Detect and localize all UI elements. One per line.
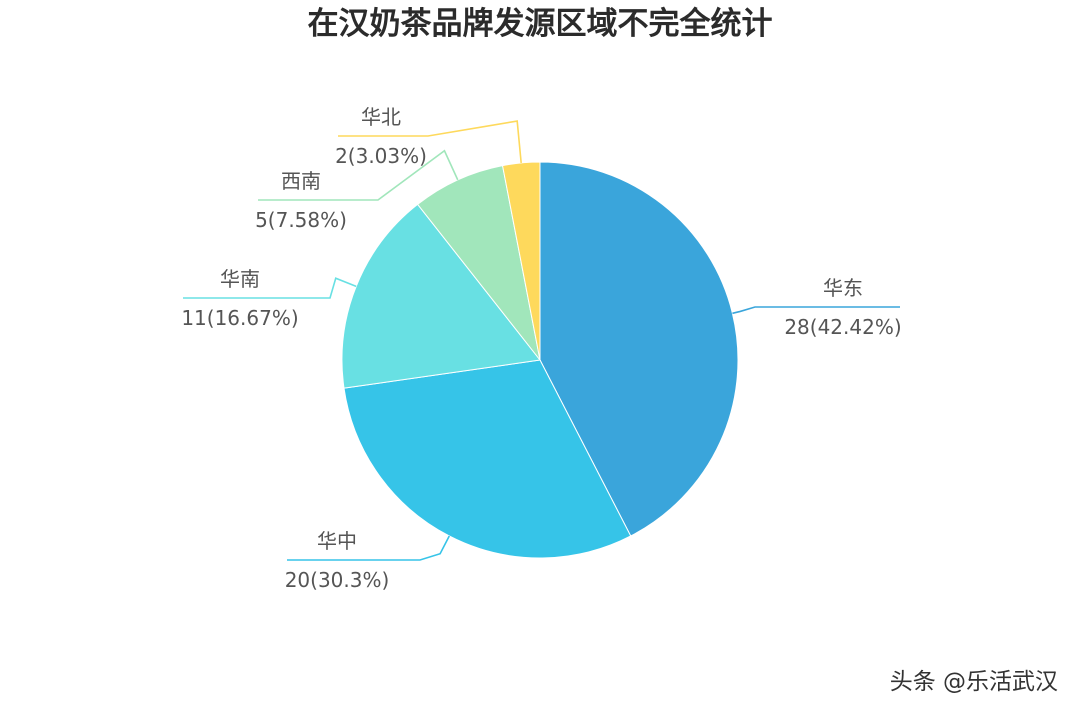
chart-title: 在汉奶茶品牌发源区域不完全统计 xyxy=(307,6,773,42)
slice-1 xyxy=(539,161,739,537)
slice-2-label: 华中 xyxy=(317,529,357,553)
slice-2-leader-line xyxy=(287,535,450,561)
slice-5-leader-line xyxy=(338,120,522,163)
slice-1-label: 华东 xyxy=(823,276,863,300)
slice-4-value-label: 5(7.58%) xyxy=(255,208,347,232)
pie-labels: 华东 28(42.42%) 华中 20(30.3%) 华南 11(16.67%) 西南 5(7… xyxy=(181,105,901,592)
slice-2-value-label: 20(30.3%) xyxy=(285,568,390,592)
slice-4-label: 西南 xyxy=(281,169,321,193)
slice-5-value-label: 2(3.03%) xyxy=(335,144,427,168)
slice-2 xyxy=(343,359,632,559)
slice-4 xyxy=(416,164,541,361)
slice-3-leader-line xyxy=(183,277,357,299)
slice-4-leader-line xyxy=(258,149,459,201)
slice-3-value-label: 11(16.67%) xyxy=(181,306,298,330)
watermark: 头条 @乐活武汉 xyxy=(889,669,1058,695)
pie-slices xyxy=(341,161,739,559)
slice-1-leader-line xyxy=(732,306,900,315)
slice-5-label: 华北 xyxy=(361,105,401,129)
slice-3-label: 华南 xyxy=(220,267,260,291)
slice-1-value-label: 28(42.42%) xyxy=(784,315,901,339)
